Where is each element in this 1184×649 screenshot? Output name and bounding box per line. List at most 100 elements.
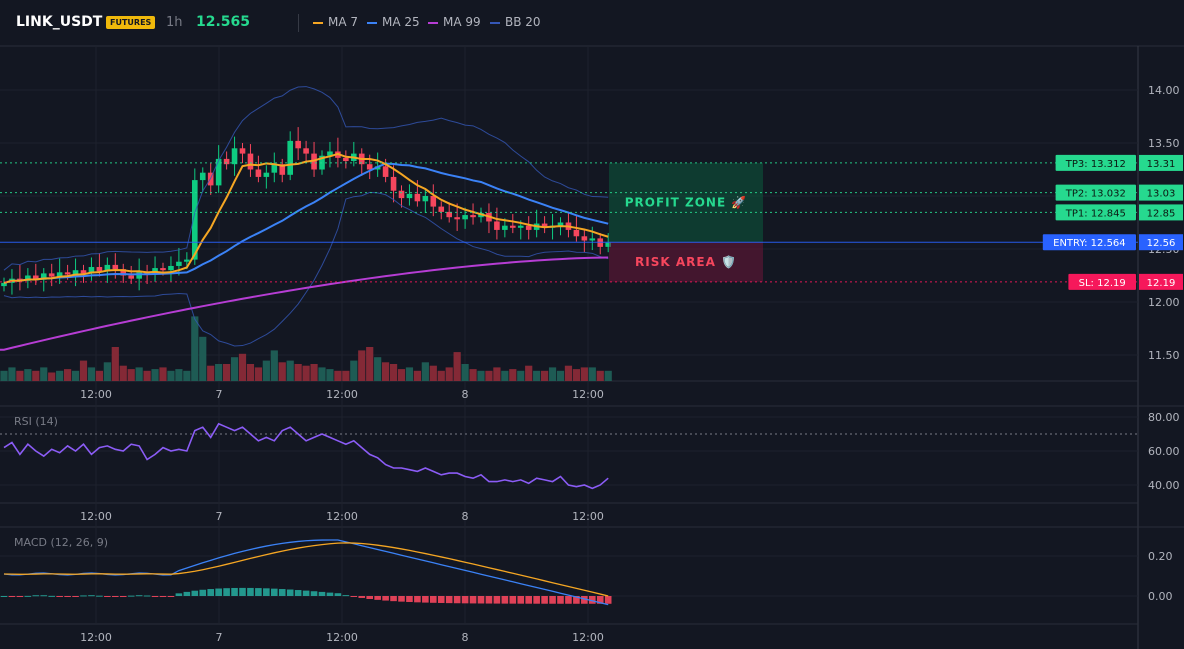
volume-bar — [143, 370, 151, 381]
volume-bar — [0, 370, 8, 381]
volume-bar — [493, 367, 501, 381]
legend-ma7[interactable]: MA 7 — [313, 15, 358, 29]
axis-price-label-tp1: 12.85 — [1147, 208, 1176, 219]
candle — [40, 273, 47, 280]
last-price: 12.565 — [196, 14, 251, 30]
candle — [502, 225, 508, 230]
macd-histogram-bar — [64, 596, 71, 597]
time-tick-label: 12:00 — [572, 631, 604, 644]
macd-histogram-bar — [271, 588, 278, 596]
macd-histogram-bar — [509, 596, 517, 604]
candle — [271, 164, 278, 173]
volume-bar — [8, 367, 16, 381]
macd-histogram-bar — [286, 589, 294, 596]
macd-histogram-bar — [422, 596, 429, 603]
macd-histogram-bar — [0, 596, 8, 597]
axis-price-box — [1139, 154, 1183, 171]
level-label-entry: ENTRY: 12.564 — [1053, 238, 1126, 249]
macd-histogram-bar — [414, 596, 421, 603]
macd-histogram-bar — [88, 595, 95, 597]
price-tick-label: 14.00 — [1148, 84, 1180, 97]
candle — [366, 164, 373, 170]
level-label-box — [1042, 234, 1136, 251]
axis-price-box — [1139, 234, 1183, 251]
rsi-pane-label: RSI (14) — [14, 415, 58, 428]
volume-bar — [175, 369, 183, 381]
time-tick-label: 12:00 — [326, 388, 358, 401]
risk-zone-label: RISK AREA 🛡️ — [635, 255, 737, 269]
symbol-name[interactable]: LINK_USDT — [16, 14, 103, 30]
macd-histogram-bar — [112, 596, 119, 597]
volume-bar — [421, 362, 429, 381]
macd-histogram-bar — [533, 596, 540, 604]
candle — [279, 164, 286, 175]
candle — [48, 273, 55, 277]
volume-bar — [405, 367, 414, 381]
candle — [517, 225, 524, 228]
macd-histogram-bar — [278, 589, 286, 596]
macd-histogram-bar — [135, 595, 143, 597]
volume-bar — [167, 370, 175, 381]
volume-bar — [32, 370, 40, 381]
candle — [128, 275, 134, 279]
candle — [263, 172, 270, 177]
macd-histogram-bar — [191, 590, 199, 596]
legend-ma25-label: MA 25 — [382, 15, 420, 29]
macd-pane-label: MACD (12, 26, 9) — [14, 536, 109, 549]
macd-histogram-bar — [390, 596, 397, 602]
macd-histogram-bar — [302, 590, 310, 596]
legend-bb20[interactable]: BB 20 — [490, 15, 541, 29]
legend-ma99[interactable]: MA 99 — [428, 15, 481, 29]
level-label-box — [1055, 154, 1136, 171]
price-tick-label: 12.00 — [1148, 296, 1180, 309]
rsi-tick-label: 40.00 — [1148, 479, 1180, 492]
volume-bar — [56, 370, 64, 381]
macd-histogram-bar — [24, 595, 32, 597]
ma25-swatch-icon — [367, 21, 377, 24]
candle — [1, 282, 7, 287]
candle — [56, 272, 63, 277]
volume-bar — [374, 357, 382, 381]
macd-histogram-bar — [96, 595, 103, 597]
macd-histogram-bar — [374, 596, 381, 600]
macd-signal-line — [3, 542, 609, 597]
macd-histogram-bar — [40, 595, 48, 597]
macd-histogram-bar — [239, 587, 246, 596]
candle — [422, 196, 429, 202]
macd-histogram-bar — [581, 596, 588, 604]
level-label-tp1: TP1: 12.845 — [1065, 208, 1126, 219]
volume-bar — [207, 365, 215, 381]
macd-histogram-bar — [183, 591, 191, 596]
bb-lower-line — [3, 191, 609, 347]
macd-histogram-bar — [318, 591, 326, 596]
axis-price-box — [1139, 273, 1183, 290]
level-label-tp2: TP2: 13.032 — [1065, 189, 1126, 200]
macd-histogram-group — [0, 587, 612, 604]
profit-zone — [609, 162, 763, 243]
volume-bar — [541, 370, 549, 381]
volume-bar — [350, 360, 358, 381]
volume-bar — [485, 370, 493, 381]
level-tag-tp2 — [1055, 184, 1183, 201]
macd-histogram-bar — [589, 596, 596, 604]
macd-histogram-bar — [255, 588, 262, 596]
candle — [446, 211, 452, 218]
candle — [573, 229, 580, 237]
candle — [327, 151, 333, 156]
candle — [303, 148, 309, 154]
macd-histogram-bar — [231, 587, 238, 596]
volume-bar — [509, 369, 517, 381]
timeframe-selector[interactable]: 1h — [166, 15, 183, 30]
time-tick-label: 7 — [216, 510, 223, 523]
macd-tick-label: 0.20 — [1148, 550, 1173, 563]
legend-ma25[interactable]: MA 25 — [367, 15, 420, 29]
time-tick-label: 12:00 — [80, 631, 112, 644]
profit-zone-label: PROFIT ZONE 🚀 — [625, 196, 748, 210]
volume-bar — [87, 367, 96, 381]
macd-tick-label: 0.00 — [1148, 590, 1173, 603]
macd-histogram-bar — [477, 596, 485, 604]
volume-bar — [79, 360, 88, 381]
candle — [239, 148, 246, 154]
macd-histogram-bar — [398, 596, 405, 602]
